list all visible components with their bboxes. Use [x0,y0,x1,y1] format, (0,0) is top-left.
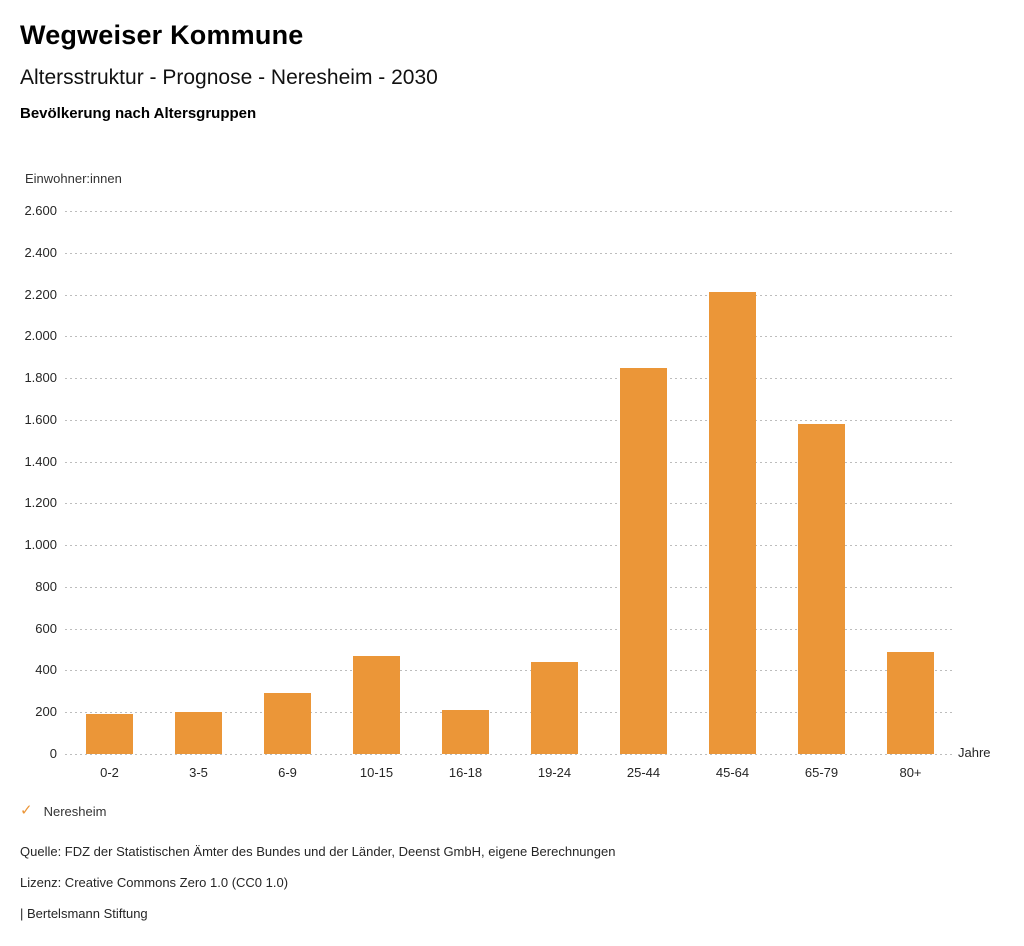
gridline [65,419,955,421]
y-axis-tick-label: 1.000 [24,537,57,553]
bar-10-15[interactable] [353,655,400,754]
x-axis-tick-label: 6-9 [278,765,297,780]
x-axis-tick-label: 0-2 [100,765,119,780]
page-title: Wegweiser Kommune [20,20,304,50]
gridline [65,670,955,672]
check-icon: ✓ [20,802,33,819]
bar-16-18[interactable] [442,710,489,754]
y-axis-tick-label: 0 [49,746,57,761]
y-axis-unit-label: Einwohner:innen [25,171,122,186]
y-axis-tick-label: 200 [35,704,57,720]
y-axis-tick-label: 1.400 [24,453,57,469]
gridline [65,503,955,505]
attribution-text: | Bertelsmann Stiftung [20,906,148,921]
gridline [65,586,955,588]
x-axis-tick-label: 65-79 [804,765,839,780]
y-axis-tick-label: 600 [35,620,57,636]
source-text: Quelle: FDZ der Statistischen Ämter des … [20,844,616,859]
x-axis-tick-label: 16-18 [448,765,483,780]
y-axis-tick-label: 2.400 [24,244,57,260]
x-axis-tick-label: 80+ [899,765,922,780]
legend-label: Neresheim [43,803,107,819]
x-axis-tick-label: 10-15 [359,765,394,780]
bar-3-5[interactable] [175,712,222,754]
gridline [65,461,955,463]
x-axis-tick-label: 3-5 [189,765,208,780]
y-axis-tick-label: 1.800 [24,370,57,386]
license-text: Lizenz: Creative Commons Zero 1.0 (CC0 1… [20,875,289,890]
x-axis-tick-label: 45-64 [715,765,750,780]
gridline [65,252,955,254]
bar-0-2[interactable] [86,714,133,754]
bar-65-79[interactable] [798,424,845,754]
x-axis-unit-label: Jahre [958,745,991,760]
bar-19-24[interactable] [531,662,578,754]
bar-6-9[interactable] [264,693,311,754]
chart-subtitle: Altersstruktur - Prognose - Neresheim - … [20,66,438,89]
x-axis-tick-label: 19-24 [537,765,572,780]
y-axis-tick-label: 1.200 [24,495,57,511]
gridline [65,712,955,714]
chart-section-title: Bevölkerung nach Altersgruppen [20,105,257,122]
gridline [65,294,955,296]
y-axis-tick-label: 400 [35,662,57,678]
bar-25-44[interactable] [620,367,667,754]
gridline [65,628,955,630]
legend-item-neresheim[interactable]: ✓ Neresheim [20,803,106,819]
y-axis-tick-label: 2.200 [24,286,57,302]
gridline [65,754,955,755]
gridline [65,336,955,338]
y-axis-tick-label: 800 [35,578,57,594]
bar-45-64[interactable] [709,292,756,754]
y-axis-tick-label: 1.600 [24,411,57,427]
gridline [65,378,955,380]
y-axis-tick-label: 2.000 [24,328,57,344]
gridline [65,545,955,547]
x-axis-tick-label: 25-44 [626,765,661,780]
y-axis-tick-label: 2.600 [24,203,57,218]
gridline [65,211,955,212]
bar-80+[interactable] [887,651,934,754]
